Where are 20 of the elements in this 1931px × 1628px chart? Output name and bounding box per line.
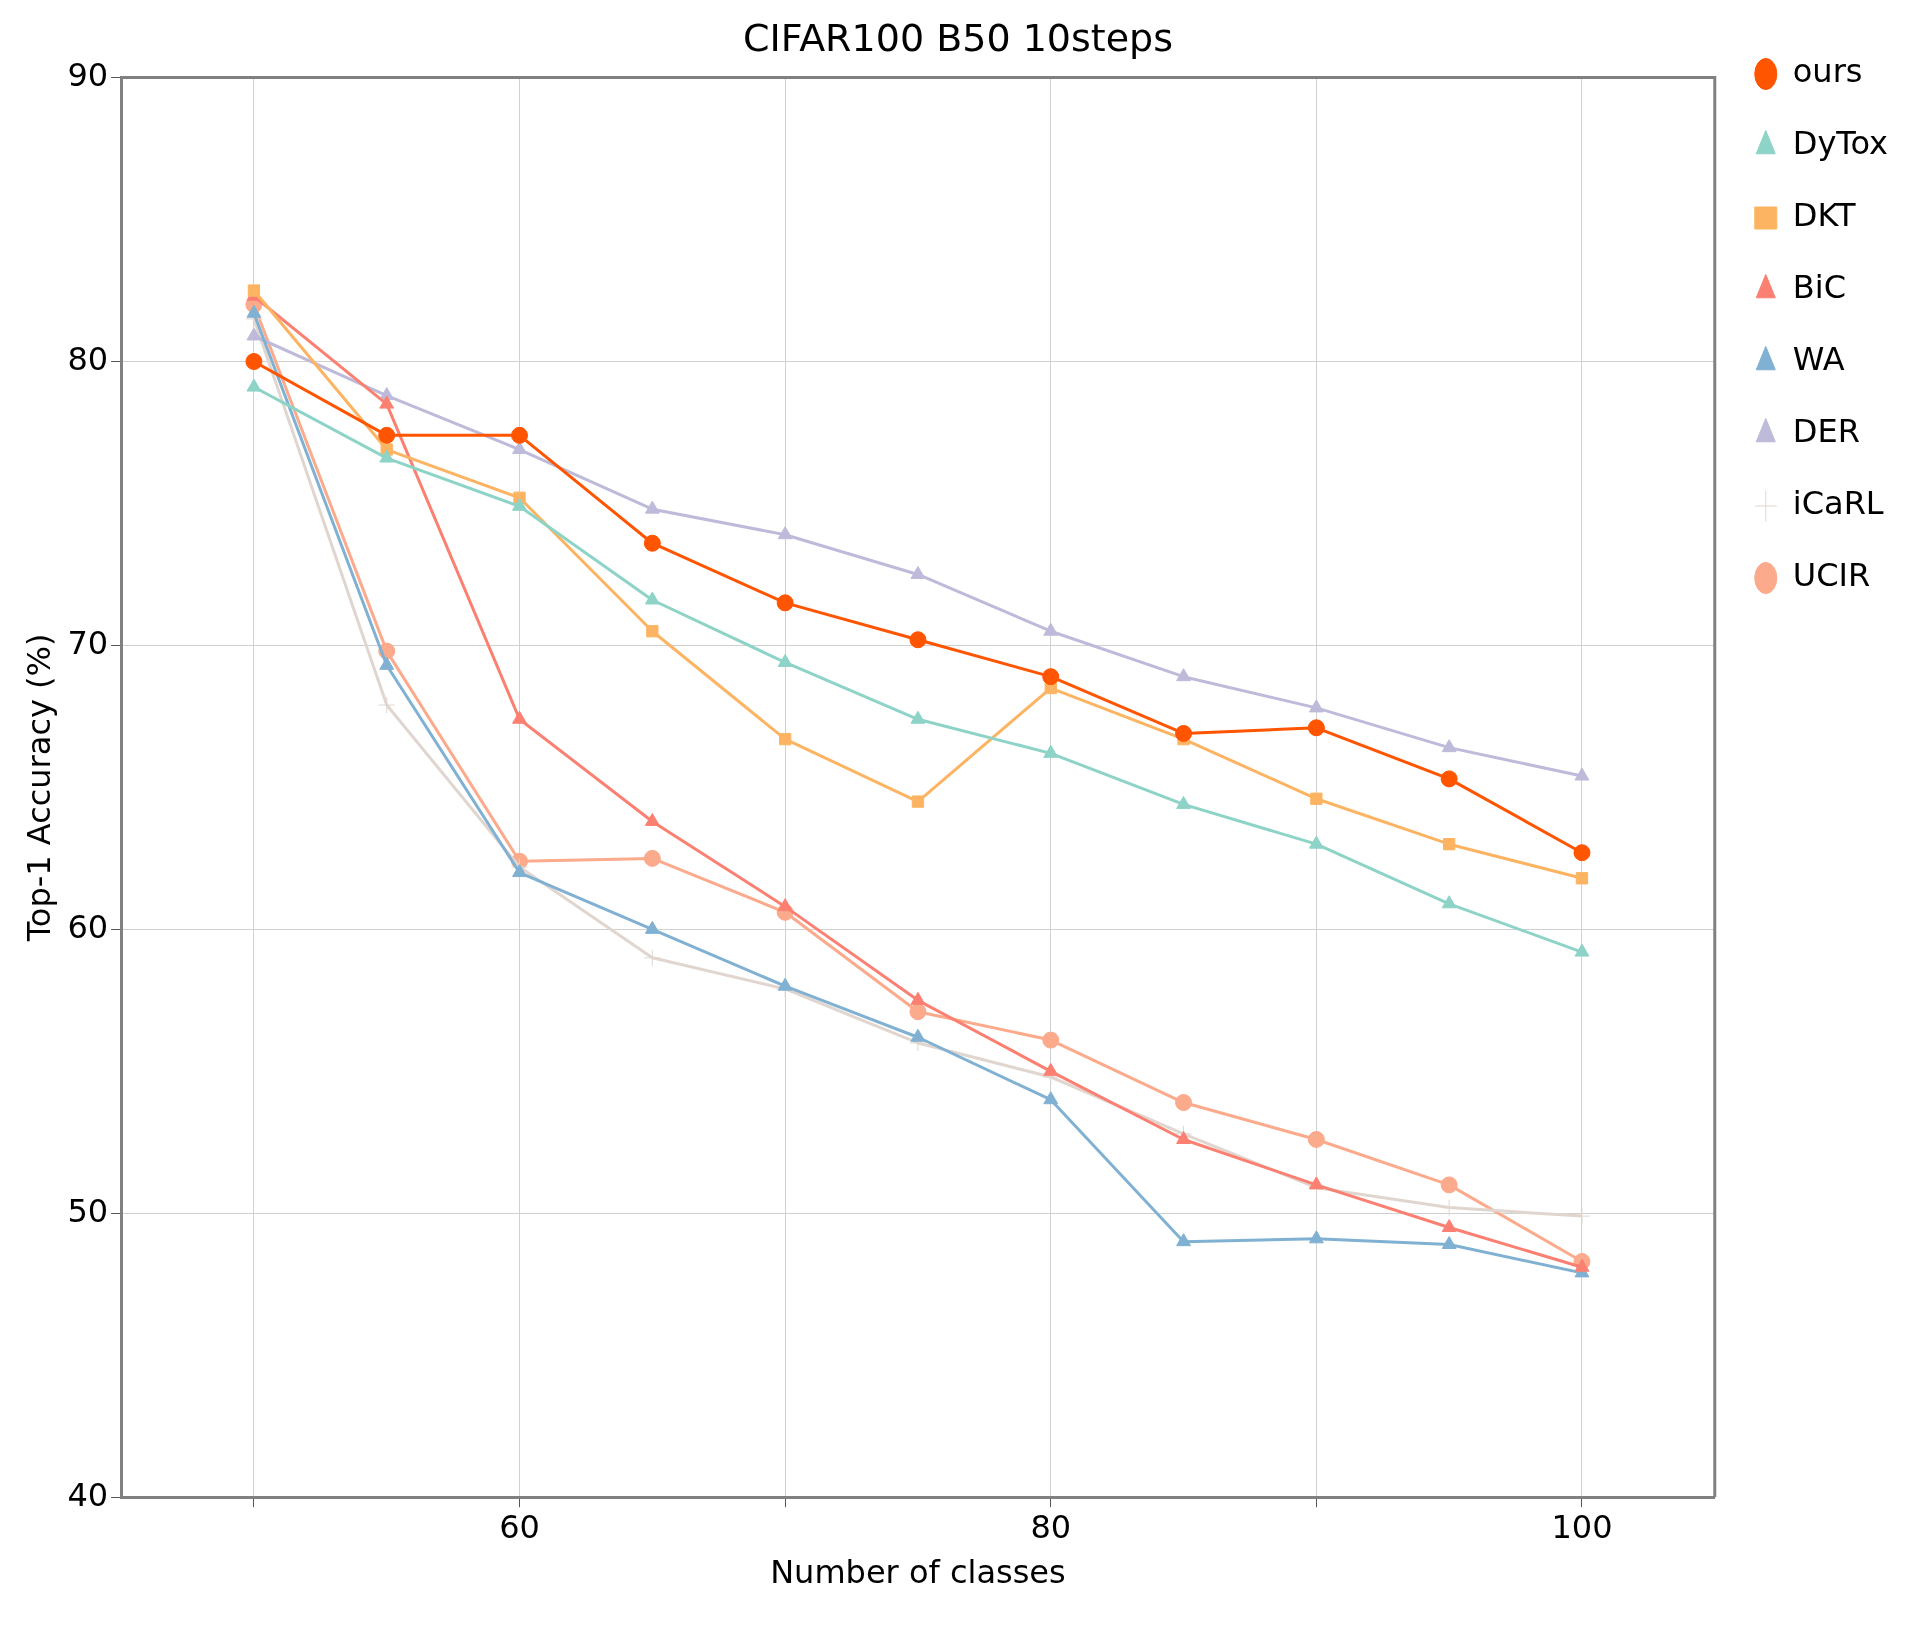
legend-label: DKT: [1792, 196, 1856, 235]
legend-label: ours: [1792, 52, 1863, 91]
legend-label: DER: [1792, 412, 1860, 451]
legend-label: DyTox: [1792, 124, 1888, 163]
legend-label: UCIR: [1792, 556, 1871, 595]
y-tick-label: 70: [67, 623, 109, 662]
y-tick-label: 40: [67, 1475, 109, 1514]
y-tick-label: 50: [67, 1191, 109, 1230]
chart-title: CIFAR100 B50 10steps: [743, 15, 1173, 60]
y-tick-label: 60: [67, 907, 109, 946]
x-tick-label: 80: [1030, 1507, 1072, 1546]
legend-label: WA: [1792, 340, 1845, 379]
legend-label: iCaRL: [1792, 484, 1884, 523]
y-tick-label: 80: [67, 339, 109, 378]
x-tick-label: 100: [1551, 1507, 1613, 1546]
y-tick-label: 90: [67, 55, 109, 94]
x-tick-label: 60: [499, 1507, 540, 1546]
x-axis-title: Number of classes: [770, 1553, 1066, 1592]
y-axis-title: Top-1 Accuracy (%): [19, 633, 58, 943]
legend-label: BiC: [1792, 268, 1846, 307]
